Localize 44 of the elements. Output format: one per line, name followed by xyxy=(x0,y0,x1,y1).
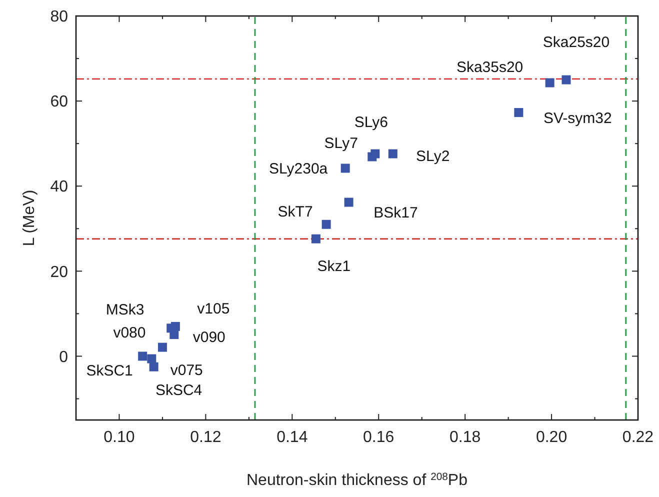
annotation: v090 xyxy=(192,328,226,346)
annotation: Skz1 xyxy=(317,258,351,276)
annotation: Ska25s20 xyxy=(542,34,610,52)
point xyxy=(370,149,380,158)
y-tick-label: 40 xyxy=(50,178,68,196)
annotation: v080 xyxy=(113,324,146,342)
x-tick-label: 0.20 xyxy=(536,429,568,446)
annotation: v075 xyxy=(170,362,203,380)
annotation: Ska35s20 xyxy=(456,59,524,76)
point xyxy=(138,352,148,361)
annotation: SLy2 xyxy=(416,148,450,166)
point xyxy=(149,362,158,372)
point xyxy=(322,220,331,229)
annotation: SLy230a xyxy=(268,160,328,178)
annotation: SkT7 xyxy=(278,204,313,221)
x-tick-label: 0.12 xyxy=(190,429,222,446)
annotation: v105 xyxy=(197,300,230,318)
x-tick-label: 0.14 xyxy=(276,429,308,446)
point xyxy=(545,78,554,88)
point xyxy=(311,234,320,244)
point xyxy=(344,198,354,207)
annotation: SV-sym32 xyxy=(544,110,612,127)
point xyxy=(514,108,524,118)
point xyxy=(562,75,571,84)
annotation: SLy7 xyxy=(324,135,358,152)
y-tick-label: 0 xyxy=(59,348,68,366)
y-tick-label: 20 xyxy=(50,264,68,281)
point xyxy=(147,354,156,364)
x-axis-title: Neutron-skin thickness of $^{208}$Pb xyxy=(246,472,468,489)
point xyxy=(340,164,350,173)
annotation: SkSC4 xyxy=(155,382,202,400)
annotation: SLy6 xyxy=(354,114,388,132)
y-tick-label: 60 xyxy=(50,94,68,111)
x-tick-label: 0.22 xyxy=(622,429,654,446)
point xyxy=(388,149,398,158)
x-tick-label: 0.18 xyxy=(450,429,481,446)
y-axis-title: L (MeV) xyxy=(21,190,38,246)
annotation: BSk17 xyxy=(374,204,418,222)
y-tick-label: 80 xyxy=(50,8,68,26)
annotation: MSk3 xyxy=(106,301,144,318)
x-tick-label: 0.10 xyxy=(104,429,135,446)
x-tick-label: 0.16 xyxy=(363,429,394,446)
point xyxy=(158,342,167,352)
annotation: SkSC1 xyxy=(86,362,133,380)
